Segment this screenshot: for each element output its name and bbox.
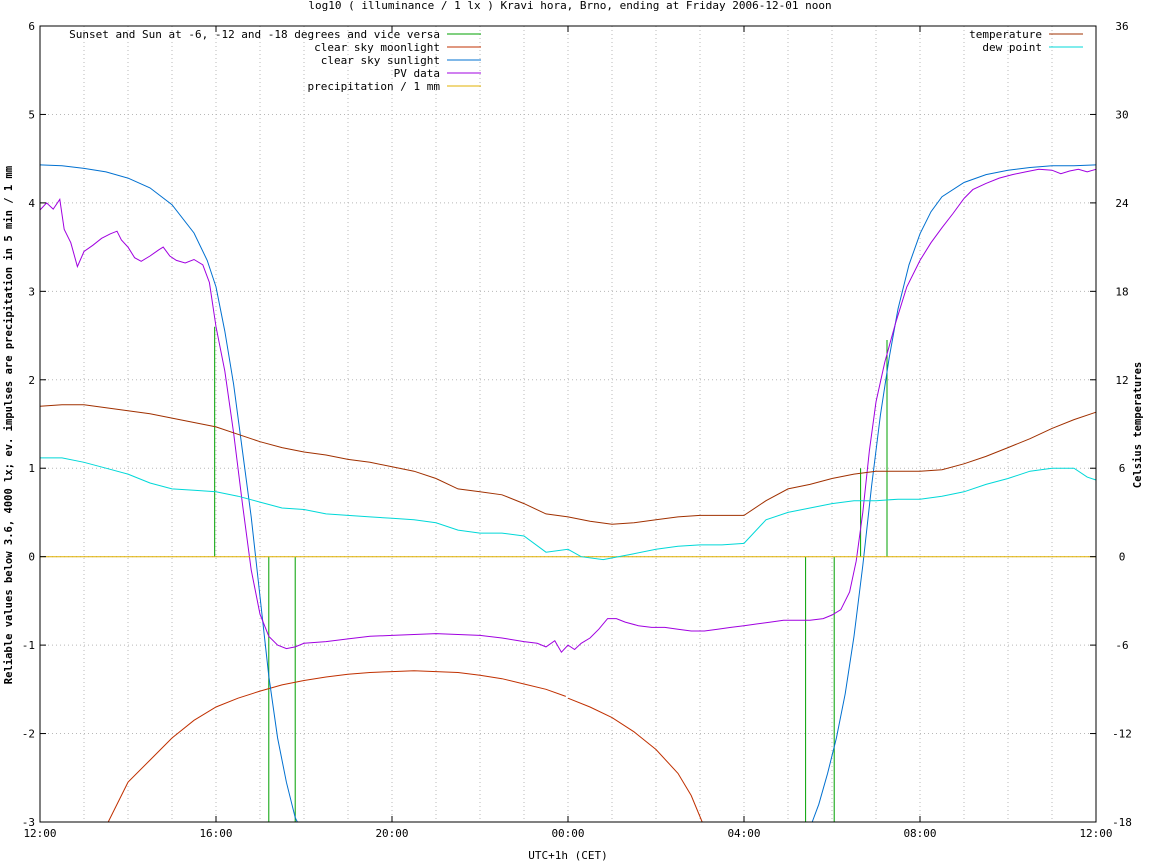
y-tick-label: 6 [28,20,35,33]
x-tick-label: 20:00 [375,827,408,840]
y2-tick-label: -12 [1112,728,1132,741]
y-tick-label: 1 [28,462,35,475]
legend-label-sunset-and-sun-at-6-12-and-18-degrees-and-vice-versa: Sunset and Sun at -6, -12 and -18 degree… [69,28,440,41]
legend-label-dew-point: dew point [982,41,1042,54]
chart-title: log10 ( illuminance / 1 lx ) Kravi hora,… [308,0,831,12]
legend-label-clear-sky-sunlight: clear sky sunlight [321,54,440,67]
y-tick-label: -2 [22,728,35,741]
x-tick-label: 00:00 [551,827,584,840]
legend-label-temperature: temperature [969,28,1042,41]
x-tick-label: 12:00 [23,827,56,840]
y2-tick-label: 18 [1115,285,1128,298]
clear-sky-sunlight-line [39,164,298,823]
tick-labels: 12:00 16:00 20:00 00:00 04:00 08:00 12:00-3-2-… [22,20,1132,840]
x-tick-label: 16:00 [199,827,232,840]
y-axis-label: Reliable values below 3.6, 4000 lx; ev. … [3,166,15,684]
clear-sky-moonlight-line [107,670,566,823]
y2-axis-label: Celsius temperatures [1132,362,1144,488]
x-tick-label: 08:00 [903,827,936,840]
pv-data-line [39,168,1097,654]
y-tick-label: 2 [28,374,35,387]
y-tick-label: 5 [28,108,35,121]
legend-label-clear-sky-moonlight: clear sky moonlight [314,41,440,54]
y-tick-label: -3 [22,816,35,829]
clear-sky-sunlight-line [811,164,1097,823]
plot-frame [39,25,1097,823]
x-tick-label: 04:00 [727,827,760,840]
legend: Sunset and Sun at -6, -12 and -18 degree… [69,28,1083,93]
legend-label-pv-data: PV data [394,67,440,80]
temperature-line [39,404,1097,525]
y2-tick-label: 24 [1115,197,1129,210]
y2-tick-label: 6 [1119,462,1126,475]
dew-point-line [40,457,1097,561]
x-tick-label: 12:00 [1079,827,1112,840]
y-tick-label: 4 [28,197,35,210]
clear-sky-moonlight-line [567,697,703,823]
y-tick-label: -1 [22,639,35,652]
y2-tick-label: 12 [1115,374,1128,387]
y-tick-label: 0 [28,551,35,564]
y2-tick-label: 30 [1115,108,1128,121]
legend-label-precipitation-1-mm: precipitation / 1 mm [308,80,441,93]
y2-tick-label: -6 [1115,639,1128,652]
y2-tick-label: 0 [1119,551,1126,564]
y-tick-label: 3 [28,285,35,298]
impulse-layer [214,326,888,822]
series-layer [39,164,1097,823]
y2-tick-label: 36 [1115,20,1128,33]
x-axis-label: UTC+1h (CET) [528,849,607,862]
y2-tick-label: -18 [1112,816,1132,829]
